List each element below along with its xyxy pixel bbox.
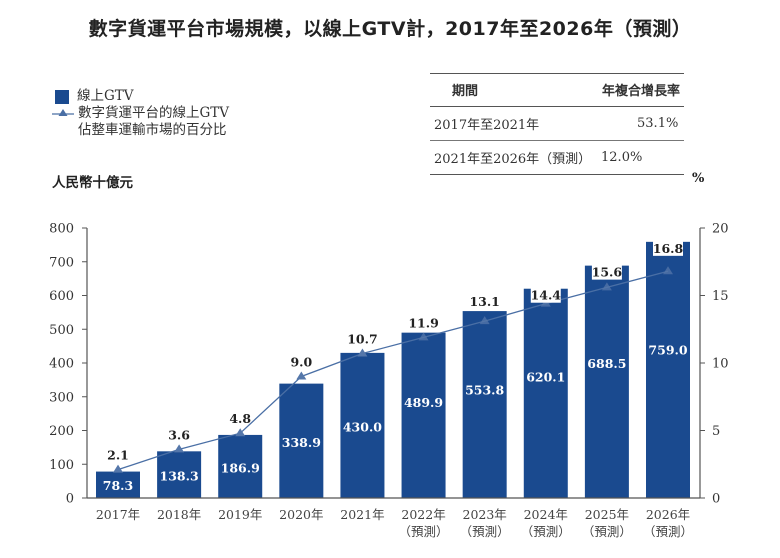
bar [157,451,202,498]
percentage-value-label: 11.9 [408,316,438,331]
table-row: 2021年至2026年（預測） 12.0% [430,140,684,175]
percentage-value-label: 14.4 [531,288,562,303]
line-triangle-marker-icon [52,105,74,122]
x-tick-label: 2021年 [340,507,384,522]
table-row: 2017年至2021年 53.1% [430,106,684,141]
percentage-value-label: 4.8 [229,411,251,426]
right-axis-unit: % [692,171,705,186]
cagr-value: 53.1% [597,106,684,141]
cagr-table-header: 期間 年複合增長率 [430,73,684,107]
x-tick-sublabel: （預測） [643,524,693,539]
triangle-marker [663,266,673,275]
percentage-value-label: 15.6 [592,265,623,280]
bar [523,288,568,498]
bar-value-label: 430.0 [343,419,382,434]
percentage-label-background [530,287,561,303]
triangle-marker [418,332,429,341]
triangle-marker [357,348,368,357]
cagr-period: 2017年至2021年 [430,106,598,141]
triangle-marker [113,464,123,473]
bar [584,265,629,498]
legend-item-gtv: 線上GTV [52,88,229,105]
cagr-header-rate: 年複合增長率 [597,73,684,107]
left-tick-label: 300 [49,390,74,405]
percentage-value-label: 13.1 [469,294,499,309]
labels-group: 2017年 2018年 2019年 2020年 2021年 2022年 （預測） 2023年 （… [96,240,693,539]
right-tick-label: 10 [712,357,729,372]
bar [340,352,385,498]
line-group [113,266,673,473]
legend-item-percentage: 數字貨運平台的線上GTV 佔整車運輸市場的百分比 [52,105,229,139]
left-tick-label: 800 [49,222,74,237]
left-tick-label: 200 [49,424,74,439]
bar-swatch-icon [55,90,69,104]
bars-group [96,241,690,498]
bar-value-label: 186.9 [221,460,260,475]
legend-label-gtv: 線上GTV [77,88,134,104]
x-tick-label: 2020年 [279,507,323,522]
percentage-value-label: 16.8 [653,241,684,256]
percentage-value-label: 2.1 [107,448,129,463]
bar-value-label: 138.3 [160,469,199,484]
x-tick-sublabel: （預測） [521,524,571,539]
bar-value-label: 688.5 [587,356,626,371]
cagr-table: 期間 年複合增長率 2017年至2021年 53.1% 2021年至2026年（… [430,73,684,175]
legend-label-percentage-line2: 佔整車運輸市場的百分比 [78,122,227,138]
triangle-marker [296,371,307,380]
right-tick-label: 0 [712,492,720,507]
bar [401,332,446,498]
x-tick-label: 2024年 [524,507,568,522]
x-tick-label: 2025年 [585,507,629,522]
percentage-label-background [653,240,683,256]
left-axis-unit: 人民幣十億元 [52,175,133,191]
left-tick-label: 400 [49,357,74,372]
bar [279,383,324,498]
legend: 線上GTV 數字貨運平台的線上GTV 佔整車運輸市場的百分比 [52,88,229,139]
x-tick-sublabel: （預測） [460,524,510,539]
legend-label-percentage: 數字貨運平台的線上GTV 佔整車運輸市場的百分比 [78,105,229,139]
right-tick-label: 15 [712,289,729,304]
right-tick-label: 20 [712,222,729,237]
x-tick-sublabel: （預測） [399,524,449,539]
x-tick-sublabel: （預測） [582,524,632,539]
left-tick-label: 700 [49,255,74,270]
percentage-value-label: 10.7 [347,332,377,347]
left-tick-label: 500 [49,323,74,338]
x-tick-label: 2026年 [646,507,690,522]
triangle-marker [601,282,612,291]
left-tick-label: 600 [49,289,74,304]
bar-value-label: 489.9 [404,395,443,410]
x-tick-label: 2018年 [157,507,201,522]
right-tick-label: 5 [712,424,720,439]
chart-title: 數字貨運平台市場規模，以線上GTV計，2017年至2026年（預測） [88,18,692,40]
percentage-line [117,270,669,471]
percentage-value-label: 3.6 [168,427,190,442]
cagr-value: 12.0% [597,140,684,175]
bar [218,434,263,498]
bar-value-label: 338.9 [282,435,321,450]
percentage-label-background [591,264,622,280]
bar-value-label: 759.0 [648,342,687,357]
triangle-marker [479,316,490,325]
cagr-period: 2021年至2026年（預測） [430,140,598,175]
bar-value-label: 620.1 [526,370,565,385]
triangle-marker [235,428,246,437]
legend-label-percentage-line1: 數字貨運平台的線上GTV [78,105,230,121]
bar [646,241,690,498]
x-tick-label: 2023年 [463,507,507,522]
bar-value-label: 553.8 [465,383,504,398]
triangle-marker [174,444,185,453]
bar-value-label: 78.3 [103,478,133,493]
x-tick-label: 2017年 [96,507,140,522]
bar [96,471,140,498]
percentage-value-label: 9.0 [290,355,312,370]
cagr-header-period: 期間 [430,73,598,107]
x-tick-label: 2022年 [401,507,445,522]
left-tick-label: 100 [49,458,74,473]
bar [462,311,507,498]
x-tick-label: 2019年 [218,507,262,522]
axes-group: 0 100 200 300 400 500 600 700 800 0 5 10 15 20 [49,222,728,507]
left-tick-label: 0 [66,492,74,507]
